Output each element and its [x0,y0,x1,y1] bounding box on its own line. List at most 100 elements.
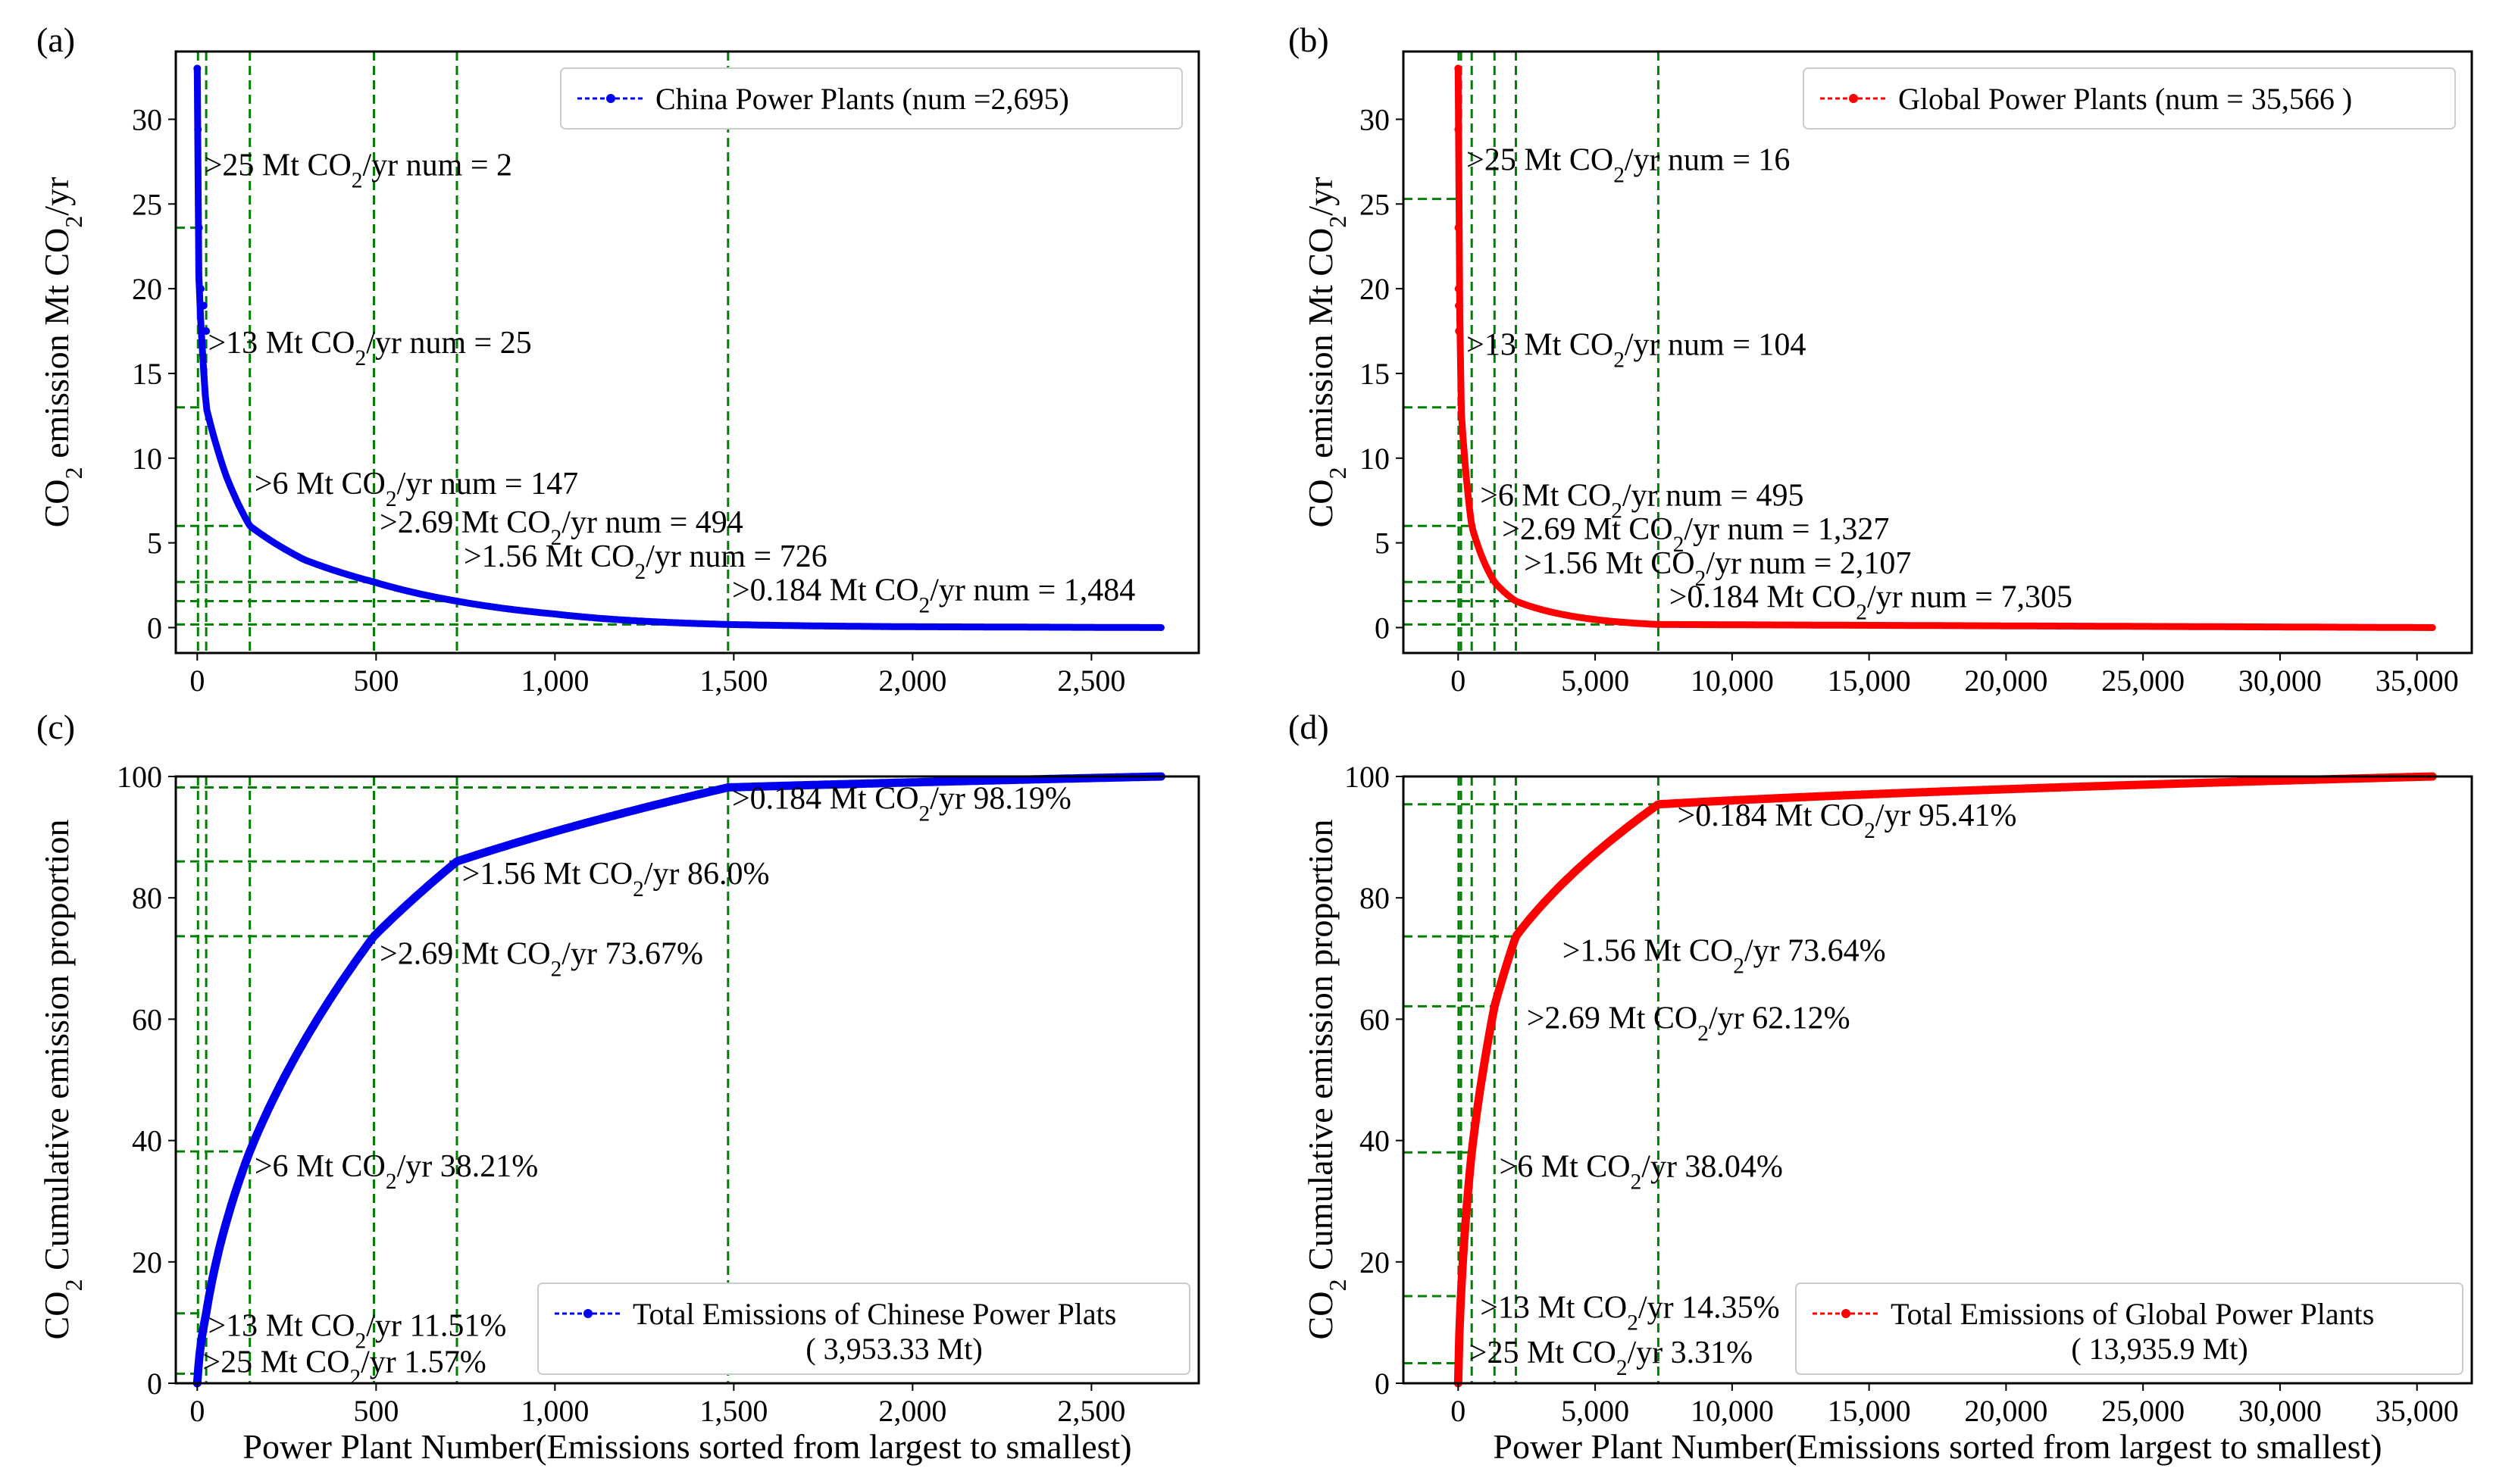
axes-frame [174,50,1200,655]
x-tick-label: 1,000 [521,664,589,698]
data-point-5 [199,301,208,310]
x-tick-label: 20,000 [1964,1394,2047,1428]
data-point-1 [193,64,202,73]
x-tick-label: 1,500 [699,664,768,698]
y-tick-label: 25 [1359,187,1390,221]
legend-label: Total Emissions of Chinese Power Plats [633,1297,1116,1331]
annotation-2: >13 Mt CO2/yr num = 25 [208,326,531,370]
series-line [193,64,1165,631]
panel-letter: (b) [1288,20,1329,59]
annotation-3: >6 Mt CO2/yr num = 495 [1480,478,1803,523]
data-point-4 [197,285,205,293]
legend-box [1803,67,2456,130]
y-axis-label: CO2 Cumulative emission proportion [37,820,87,1340]
annotation-4: >2.69 Mt CO2/yr 62.12% [1527,1001,1850,1045]
legend-label: Global Power Plants (num = 35,566 ) [1898,82,2352,116]
series-line [1454,64,2436,631]
x-tick-label: 1,500 [699,1394,768,1428]
annotation-2: >13 Mt CO2/yr 14.35% [1480,1290,1779,1335]
x-tick-label: 35,000 [2376,1394,2459,1428]
x-tick-label: 500 [353,664,399,698]
y-tick-label: 15 [1359,357,1390,391]
legend-label: China Power Plants (num =2,695) [655,82,1069,116]
y-axis-label: CO2 Cumulative emission proportion [1301,820,1351,1340]
y-tick-label: 20 [132,272,162,306]
annotation-5: >1.56 Mt CO2/yr num = 2,107 [1524,546,1911,591]
x-tick-label: 2,000 [878,664,946,698]
annotation-2: >13 Mt CO2/yr num = 104 [1466,327,1806,372]
x-tick-label: 20,000 [1964,664,2047,698]
legend-box [1795,1282,2463,1375]
chart-panel-3: (c) CO2 Cumulative emission proportion Pow… [36,708,1200,1466]
data-point-2 [194,125,202,133]
x-tick-label: 25,000 [2101,664,2185,698]
y-tick-label: 30 [132,102,162,136]
annotation-2: >13 Mt CO2/yr 11.51% [208,1309,506,1354]
y-tick-label: 40 [1359,1124,1390,1158]
legend: Total Emissions of Chinese Power Plats( … [537,1282,1190,1375]
y-tick-label: 0 [147,1367,162,1401]
x-tick-label: 15,000 [1828,664,1911,698]
y-tick-label: 0 [147,611,162,645]
annotation-3: >6 Mt CO2/yr num = 147 [255,467,578,511]
annotation-1: >25 Mt CO2/yr 3.31% [1469,1336,1753,1380]
chart-panel-2: (b) CO2 emission Mt CO2/yr >25 Mt CO2/yr n… [1288,20,2473,698]
legend-sublabel: ( 13,935.9 Mt) [2071,1332,2247,1366]
panel-letter: (d) [1288,708,1329,746]
legend-marker [1849,94,1858,103]
panel-letter: (c) [36,708,75,746]
axes-frame [1402,775,2473,1385]
y-axis-label: CO2 emission Mt CO2/yr [37,177,87,528]
annotation-3: >6 Mt CO2/yr 38.21% [255,1149,538,1194]
y-tick-label: 80 [1359,881,1390,915]
legend-marker [583,1309,593,1318]
axes-frame [174,775,1200,1385]
annotation-1: >25 Mt CO2/yr num = 16 [1466,143,1790,188]
x-axis-label: Power Plant Number(Emissions sorted from… [1493,1427,2382,1466]
x-tick-label: 5,000 [1561,1394,1629,1428]
data-point-1 [1454,64,1462,73]
annotation-1: >25 Mt CO2/yr num = 2 [205,148,512,192]
y-tick-label: 40 [132,1124,162,1158]
annotation-5: >1.56 Mt CO2/yr 73.64% [1562,934,1886,979]
legend-label: Total Emissions of Global Power Plants [1891,1297,2374,1331]
x-tick-label: 1,000 [521,1394,589,1428]
x-tick-label: 5,000 [1561,664,1629,698]
annotation-6: >0.184 Mt CO2/yr num = 7,305 [1669,580,2072,625]
annotation-4: >2.69 Mt CO2/yr 73.67% [380,937,703,982]
x-tick-label: 10,000 [1691,1394,1774,1428]
x-tick-label: 10,000 [1691,664,1774,698]
data-point-2 [1454,125,1462,133]
y-tick-label: 0 [1375,1367,1390,1401]
axes-frame [1402,50,2473,655]
data-point-4 [1454,285,1462,293]
legend: China Power Plants (num =2,695) [560,67,1183,130]
annotation-4: >2.69 Mt CO2/yr num = 1,327 [1502,512,1889,557]
annotation-6: >0.184 Mt CO2/yr num = 1,484 [732,573,1135,618]
x-tick-label: 2,500 [1057,664,1125,698]
y-tick-label: 60 [1359,1002,1390,1036]
y-tick-label: 25 [132,187,162,221]
legend-box [537,1282,1190,1375]
legend: Total Emissions of Global Power Plants( … [1795,1282,2463,1375]
annotation-4: >2.69 Mt CO2/yr num = 494 [380,505,743,550]
data-point-6 [202,327,211,336]
annotation-3: >6 Mt CO2/yr 38.04% [1500,1150,1783,1195]
x-tick-label: 25,000 [2101,1394,2185,1428]
y-tick-label: 5 [1375,526,1390,561]
x-axis-label: Power Plant Number(Emissions sorted from… [242,1427,1131,1466]
y-tick-label: 20 [1359,1245,1390,1279]
y-tick-label: 100 [1344,760,1390,794]
y-tick-label: 20 [1359,272,1390,306]
y-tick-label: 80 [132,881,162,915]
chart-panel-4: (d) CO2 Cumulative emission proportion Pow… [1288,708,2473,1466]
y-tick-label: 10 [1359,442,1390,476]
x-tick-label: 0 [189,664,205,698]
y-axis-label: CO2 emission Mt CO2/yr [1301,177,1351,528]
y-tick-label: 30 [1359,102,1390,136]
x-tick-label: 2,500 [1057,1394,1125,1428]
series-line [192,772,1165,1388]
x-tick-label: 0 [189,1394,205,1428]
legend-box [560,67,1183,130]
